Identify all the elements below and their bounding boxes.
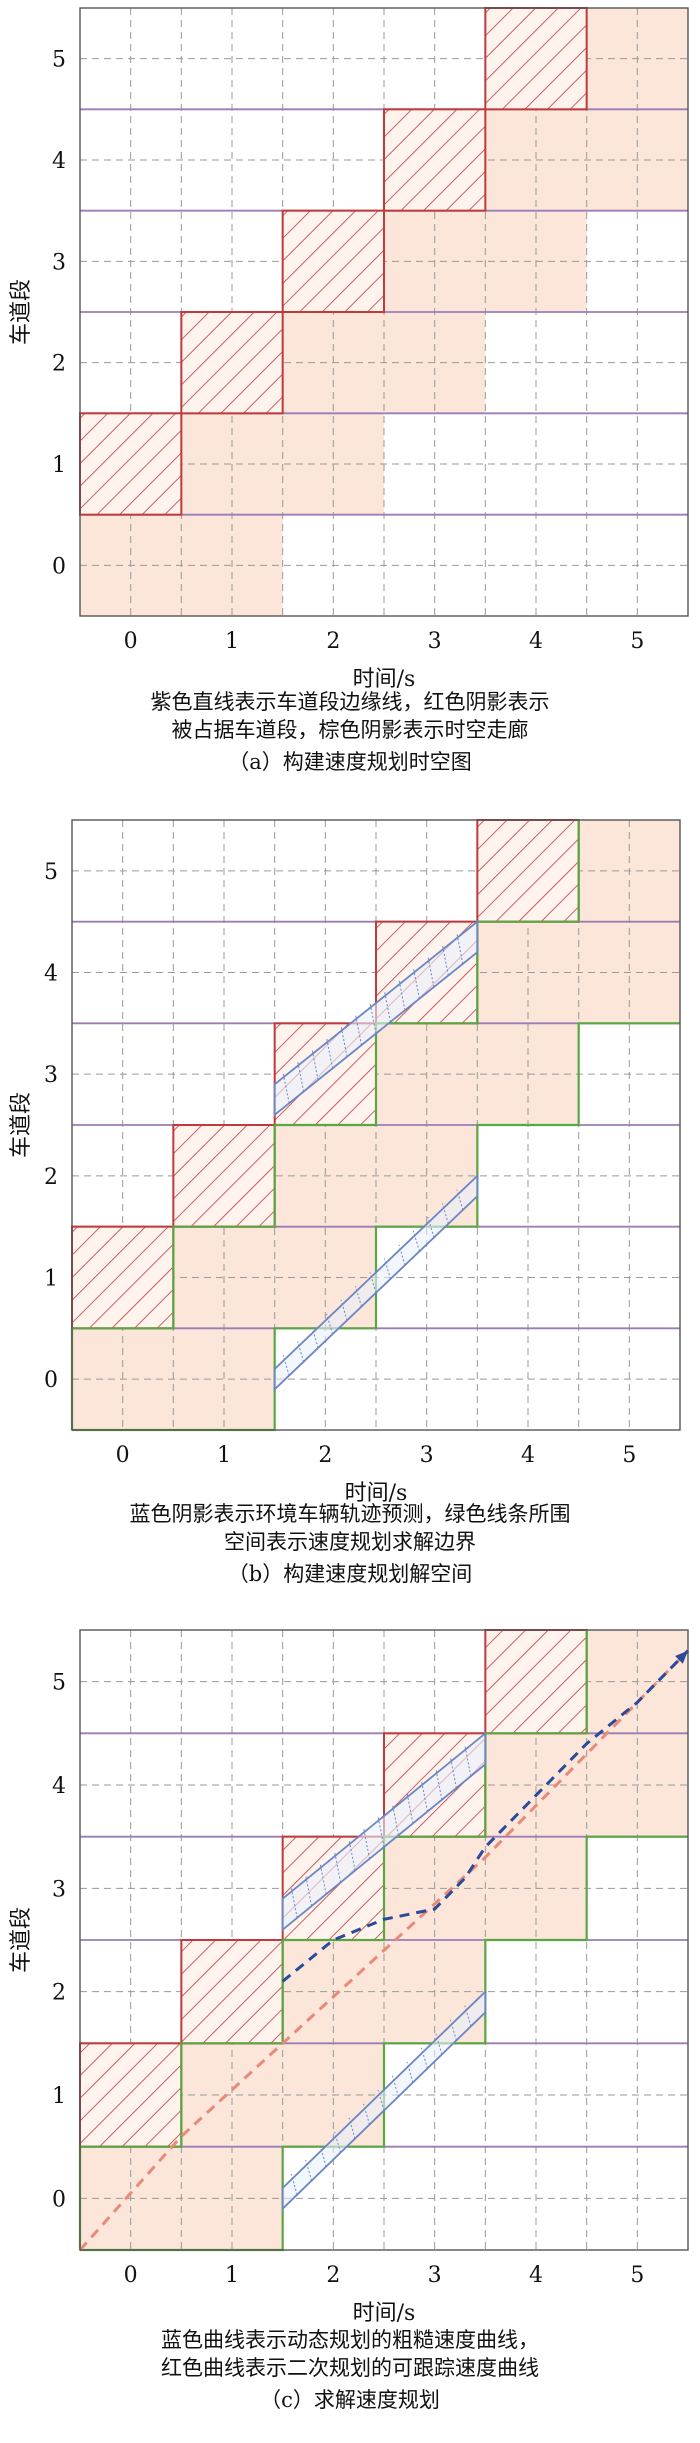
occupied-cell — [172, 1124, 276, 1228]
occupied-cell — [484, 1629, 588, 1735]
x-tick-label: 3 — [428, 629, 442, 654]
panel-a: 0 1 2 3 4 5 0 1 2 3 4 5 时间/s 车道段 紫色直线表示车道段边缘线，红色阴影表示 … — [0, 0, 700, 806]
y-axis-label: 车道段 — [9, 279, 34, 345]
caption-line-1: 蓝色阴影表示环境车辆轨迹预测，绿色线条所围 — [129, 1502, 571, 1526]
occupied-cell — [180, 311, 284, 415]
y-tick-label: 0 — [52, 2187, 66, 2212]
occupied-cell — [476, 819, 580, 923]
x-tick-label: 5 — [622, 1443, 636, 1468]
x-tick-label: 1 — [225, 2263, 239, 2288]
y-tick-label: 0 — [52, 554, 66, 579]
st-diagram-b: 0 1 2 3 4 5 0 1 2 3 4 5 时间/s 车道段 — [9, 819, 681, 1506]
occupied-cell — [484, 7, 588, 111]
x-tick-label: 3 — [428, 2263, 442, 2288]
y-tick-label: 3 — [52, 250, 66, 275]
y-tick-label: 5 — [52, 1671, 66, 1696]
x-tick-label: 3 — [420, 1443, 434, 1468]
rough-speed-curve — [281, 1649, 690, 1983]
y-tick-label: 4 — [52, 149, 66, 174]
y-tick-label: 5 — [52, 48, 66, 73]
caption-line-2: 空间表示速度规划求解边界 — [224, 1530, 476, 1554]
st-diagram-a: 0 1 2 3 4 5 0 1 2 3 4 5 时间/s 车道段 — [9, 7, 689, 692]
occupied-cell — [79, 412, 183, 516]
y-tick-label: 2 — [52, 1981, 66, 2006]
panel-subtitle: （c）求解速度规划 — [260, 2388, 440, 2412]
panel-c: 0 1 2 3 4 5 0 1 2 3 4 5 时间/s 车道段 蓝色曲线表示动态规划的粗糙速度曲线， 红… — [0, 1612, 700, 2443]
x-tick-label: 2 — [318, 1443, 332, 1468]
y-tick-label: 3 — [52, 1877, 66, 1902]
solution-boundary-upper — [72, 820, 580, 1330]
caption-line-2: 被占据车道段，棕色阴影表示时空走廊 — [171, 718, 529, 742]
x-tick-label: 5 — [630, 629, 644, 654]
speed-curve-arrowhead — [675, 1650, 688, 1664]
y-axis-label: 车道段 — [9, 1092, 34, 1158]
plot-frame — [79, 7, 689, 617]
x-axis-label: 时间/s — [345, 1481, 408, 1506]
vehicle-prediction — [281, 1989, 487, 2211]
x-tick-label: 1 — [217, 1443, 231, 1468]
x-tick-label: 4 — [521, 1443, 535, 1468]
caption-line-1: 蓝色曲线表示动态规划的粗糙速度曲线， — [161, 2328, 539, 2352]
x-tick-label: 1 — [225, 629, 239, 654]
y-tick-label: 2 — [52, 352, 66, 377]
y-axis-label: 车道段 — [9, 1907, 34, 1973]
y-tick-label: 3 — [44, 1063, 58, 1088]
occupied-cell — [71, 1225, 175, 1330]
y-tick-label: 0 — [44, 1368, 58, 1393]
caption-line-2: 红色曲线表示二次规划的可跟踪速度曲线 — [161, 2356, 539, 2380]
y-tick-label: 4 — [52, 1774, 66, 1799]
y-tick-label: 1 — [52, 2084, 66, 2109]
y-tick-label: 1 — [52, 453, 66, 478]
x-tick-label: 4 — [529, 2263, 543, 2288]
x-tick-label: 5 — [630, 2263, 644, 2288]
occupied-cell — [180, 1939, 284, 2045]
y-tick-label: 2 — [44, 1165, 58, 1190]
panel-b: 0 1 2 3 4 5 0 1 2 3 4 5 时间/s 车道段 蓝色阴影表示环境车辆轨迹预测，绿色线条所… — [0, 806, 700, 1612]
panel-subtitle: （a）构建速度规划时空图 — [228, 750, 472, 774]
x-axis-label: 时间/s — [353, 667, 416, 692]
smooth-speed-curve — [78, 1649, 690, 2251]
occupied-cell — [281, 209, 385, 314]
x-tick-label: 2 — [326, 2263, 340, 2288]
vehicle-prediction — [273, 1173, 479, 1392]
x-tick-label: 4 — [529, 629, 543, 654]
plot-frame — [79, 1629, 689, 2251]
vehicle-prediction — [273, 919, 479, 1117]
solution-boundary-upper — [80, 1630, 588, 2148]
y-tick-label: 5 — [44, 860, 58, 885]
x-tick-label: 0 — [124, 2263, 138, 2288]
y-tick-label: 4 — [44, 962, 58, 987]
x-tick-label: 0 — [116, 1443, 130, 1468]
plot-frame — [71, 819, 681, 1431]
occupied-cell — [79, 2042, 183, 2148]
x-tick-label: 2 — [326, 629, 340, 654]
y-tick-label: 1 — [44, 1267, 58, 1292]
panel-subtitle: （b）构建速度规划解空间 — [227, 1562, 473, 1586]
st-diagram-c: 0 1 2 3 4 5 0 1 2 3 4 5 时间/s 车道段 — [9, 1629, 690, 2326]
vehicle-prediction — [281, 1731, 487, 1932]
caption-line-1: 紫色直线表示车道段边缘线，红色阴影表示 — [150, 690, 550, 714]
x-tick-label: 0 — [124, 629, 138, 654]
x-axis-label: 时间/s — [353, 2301, 416, 2326]
occupied-cell — [383, 108, 487, 212]
